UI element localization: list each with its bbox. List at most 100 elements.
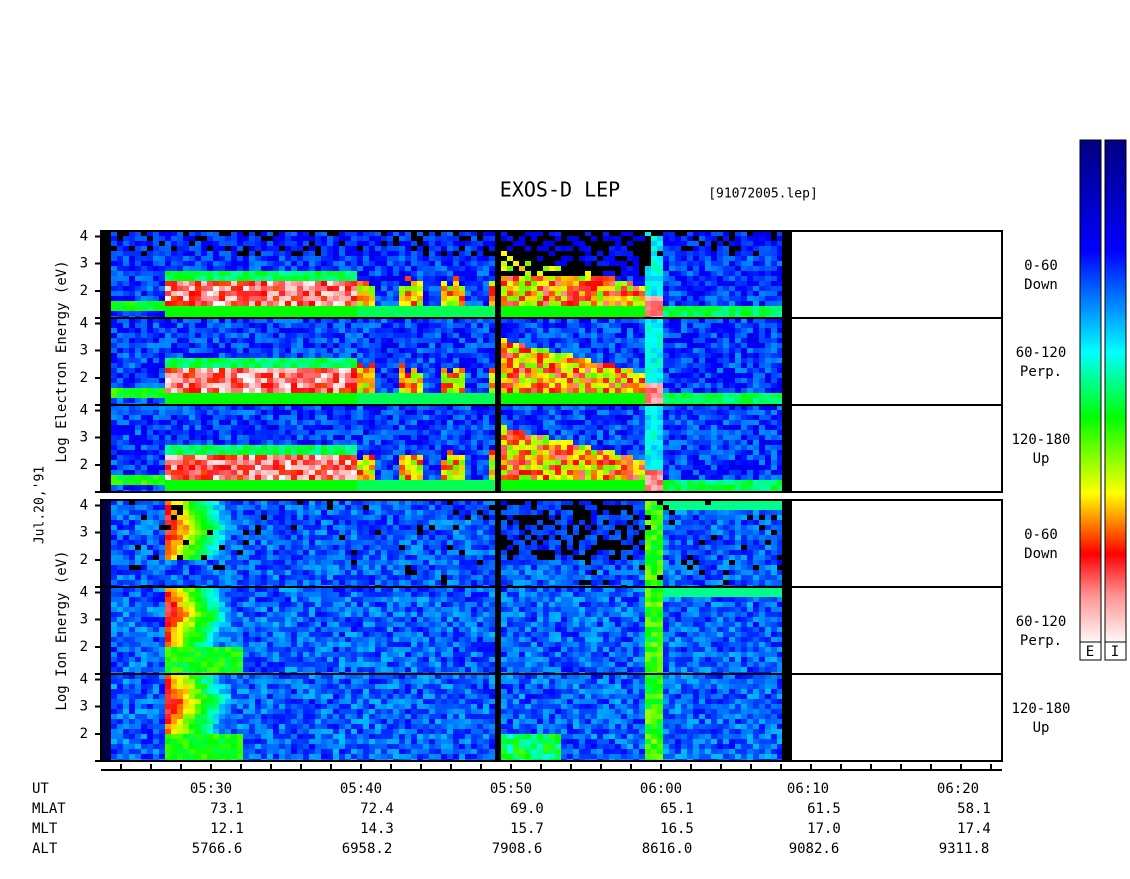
spectrogram-cell (291, 480, 297, 485)
spectrogram-cell (531, 291, 537, 296)
spectrogram-cell (765, 348, 771, 353)
spectrogram-cell (729, 323, 735, 328)
spectrogram-cell (597, 318, 603, 323)
spectrogram-cell (159, 410, 165, 415)
spectrogram-cell (549, 368, 555, 373)
spectrogram-cell (339, 445, 345, 450)
spectrogram-cell (681, 363, 687, 368)
spectrogram-cell (447, 358, 453, 363)
spectrogram-cell (303, 231, 309, 236)
spectrogram-cell (321, 393, 327, 398)
spectrogram-cell (699, 236, 705, 241)
spectrogram-cell (429, 373, 435, 378)
spectrogram-cell (237, 328, 243, 333)
spectrogram-cell (447, 286, 453, 291)
spectrogram-cell (705, 393, 711, 398)
spectrogram-cell (711, 256, 717, 261)
spectrogram-cell (135, 435, 141, 440)
spectrogram-cell (243, 480, 249, 485)
spectrogram-cell (699, 323, 705, 328)
spectrogram-cell (381, 338, 387, 343)
spectrogram-cell (459, 296, 465, 301)
spectrogram-cell (363, 328, 369, 333)
spectrogram-cell (573, 368, 579, 373)
spectrogram-cell (285, 306, 291, 311)
spectrogram-cell (183, 383, 189, 388)
spectrogram-cell (243, 323, 249, 328)
spectrogram-cell (381, 311, 387, 316)
spectrogram-cell (219, 291, 225, 296)
spectrogram-cell (357, 353, 363, 358)
spectrogram-cell (429, 286, 435, 291)
spectrogram-cell (291, 405, 297, 410)
spectrogram-cell (315, 261, 321, 266)
spectrogram-cell (165, 231, 171, 236)
spectrogram-cell (519, 348, 525, 353)
spectrogram-cell (477, 261, 483, 266)
spectrogram-cell (717, 276, 723, 281)
spectrogram-cell (219, 465, 225, 470)
spectrogram-cell (729, 271, 735, 276)
spectrogram-cell (507, 388, 513, 393)
spectrogram-cell (135, 485, 141, 490)
spectrogram-cell (405, 256, 411, 261)
spectrogram-cell (339, 475, 345, 480)
spectrogram-cell (633, 241, 639, 246)
spectrogram-cell (633, 363, 639, 368)
spectrogram-cell (621, 378, 627, 383)
spectrogram-cell (153, 328, 159, 333)
spectrogram-cell (633, 388, 639, 393)
spectrogram-cell (507, 378, 513, 383)
spectrogram-cell (447, 348, 453, 353)
spectrogram-cell (117, 261, 123, 266)
spectrogram-cell (489, 286, 495, 291)
spectrogram-cell (321, 383, 327, 388)
spectrogram-cell (195, 276, 201, 281)
spectrogram-cell (393, 393, 399, 398)
spectrogram-cell (309, 276, 315, 281)
spectrogram-cell (399, 450, 405, 455)
spectrogram-cell (747, 271, 753, 276)
spectrogram-cell (549, 398, 555, 403)
spectrogram-cell (387, 286, 393, 291)
spectrogram-cell (195, 435, 201, 440)
spectrogram-cell (291, 348, 297, 353)
spectrogram-cell (321, 475, 327, 480)
spectrogram-cell (741, 363, 747, 368)
spectrogram-cell (381, 475, 387, 480)
spectrogram-cell (243, 318, 249, 323)
spectrogram-cell (129, 398, 135, 403)
spectrogram-cell (651, 398, 657, 403)
spectrogram-cell (141, 388, 147, 393)
spectrogram-cell (669, 311, 675, 316)
spectrogram-cell (771, 276, 777, 281)
spectrogram-cell (237, 301, 243, 306)
spectrogram-cell (321, 363, 327, 368)
spectrogram-cell (189, 393, 195, 398)
spectrogram-cell (579, 318, 585, 323)
spectrogram-cell (267, 323, 273, 328)
spectrogram-cell (123, 358, 129, 363)
spectrogram-cell (345, 286, 351, 291)
spectrogram-cell (681, 368, 687, 373)
spectrogram-cell (363, 435, 369, 440)
spectrogram-cell (285, 480, 291, 485)
spectrogram-cell (627, 311, 633, 316)
spectrogram-cell (273, 231, 279, 236)
spectrogram-cell (609, 378, 615, 383)
spectrogram-cell (387, 311, 393, 316)
spectrogram-cell (555, 231, 561, 236)
spectrogram-cell (483, 286, 489, 291)
spectrogram-cell (771, 348, 777, 353)
spectrogram-cell (201, 276, 207, 281)
spectrogram-cell (177, 358, 183, 363)
spectrogram-cell (453, 323, 459, 328)
spectrogram-cell (351, 460, 357, 465)
spectrogram-cell (189, 251, 195, 256)
spectrogram-cell (309, 353, 315, 358)
spectrogram-cell (663, 276, 669, 281)
spectrogram-cell (213, 465, 219, 470)
spectrogram-cell (525, 251, 531, 256)
spectrogram-cell (123, 296, 129, 301)
spectrogram-cell (453, 276, 459, 281)
